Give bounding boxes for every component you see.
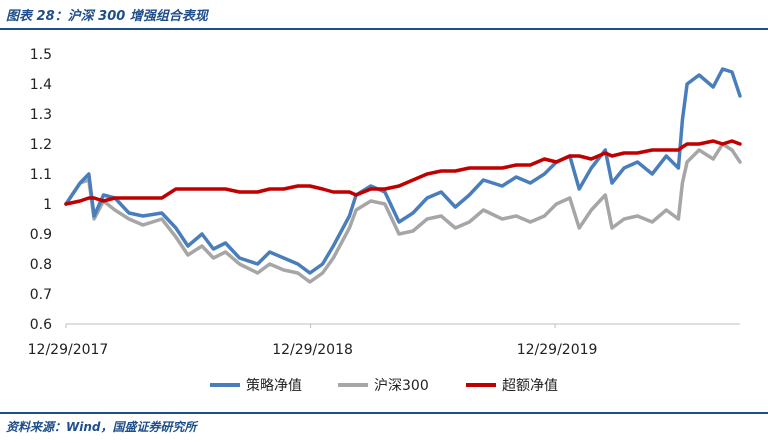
legend: 策略净值 沪深300 超额净值 [210, 377, 558, 394]
header-rule [0, 28, 768, 30]
x-tick-label: 12/29/2019 [517, 342, 598, 358]
figure-source: 资料来源：Wind，国盛证券研究所 [6, 420, 197, 434]
y-tick-label: 1.4 [30, 77, 52, 93]
x-tick-label: 12/29/2018 [272, 342, 353, 358]
line-chart: 0.60.70.80.911.11.21.31.41.5 12/29/2017 1… [28, 47, 742, 394]
y-tick-label: 1.5 [30, 47, 52, 63]
y-tick-label: 0.7 [30, 287, 52, 303]
y-tick-label: 1.1 [30, 167, 52, 183]
legend-label: 策略净值 [246, 377, 302, 394]
y-tick-label: 1.2 [30, 137, 52, 153]
figure-title: 图表 28：沪深 300 增强组合表现 [6, 9, 208, 24]
series-line-2 [64, 139, 742, 206]
legend-label: 沪深300 [374, 378, 429, 394]
y-tick-label: 0.6 [30, 317, 52, 333]
y-tick-label: 0.9 [30, 227, 52, 243]
y-axis: 0.6 0.7 0.8 0.9 1 1.1 1.2 1.3 1.4 1.5 [30, 47, 52, 333]
x-tick-label: 12/29/2017 [28, 342, 109, 358]
y-tick-label: 1.3 [30, 107, 52, 123]
series-line-0 [64, 67, 742, 275]
y-tick-label: 0.8 [30, 257, 52, 273]
y-tick-label: 1 [43, 197, 52, 213]
figure-header: 图表 28：沪深 300 增强组合表现 [0, 0, 768, 30]
series-layer [64, 67, 742, 284]
footer-rule [0, 412, 768, 414]
legend-label: 超额净值 [502, 378, 558, 394]
x-axis: 12/29/2017 12/29/2018 12/29/2019 [28, 323, 740, 358]
series-line-1 [64, 142, 742, 284]
